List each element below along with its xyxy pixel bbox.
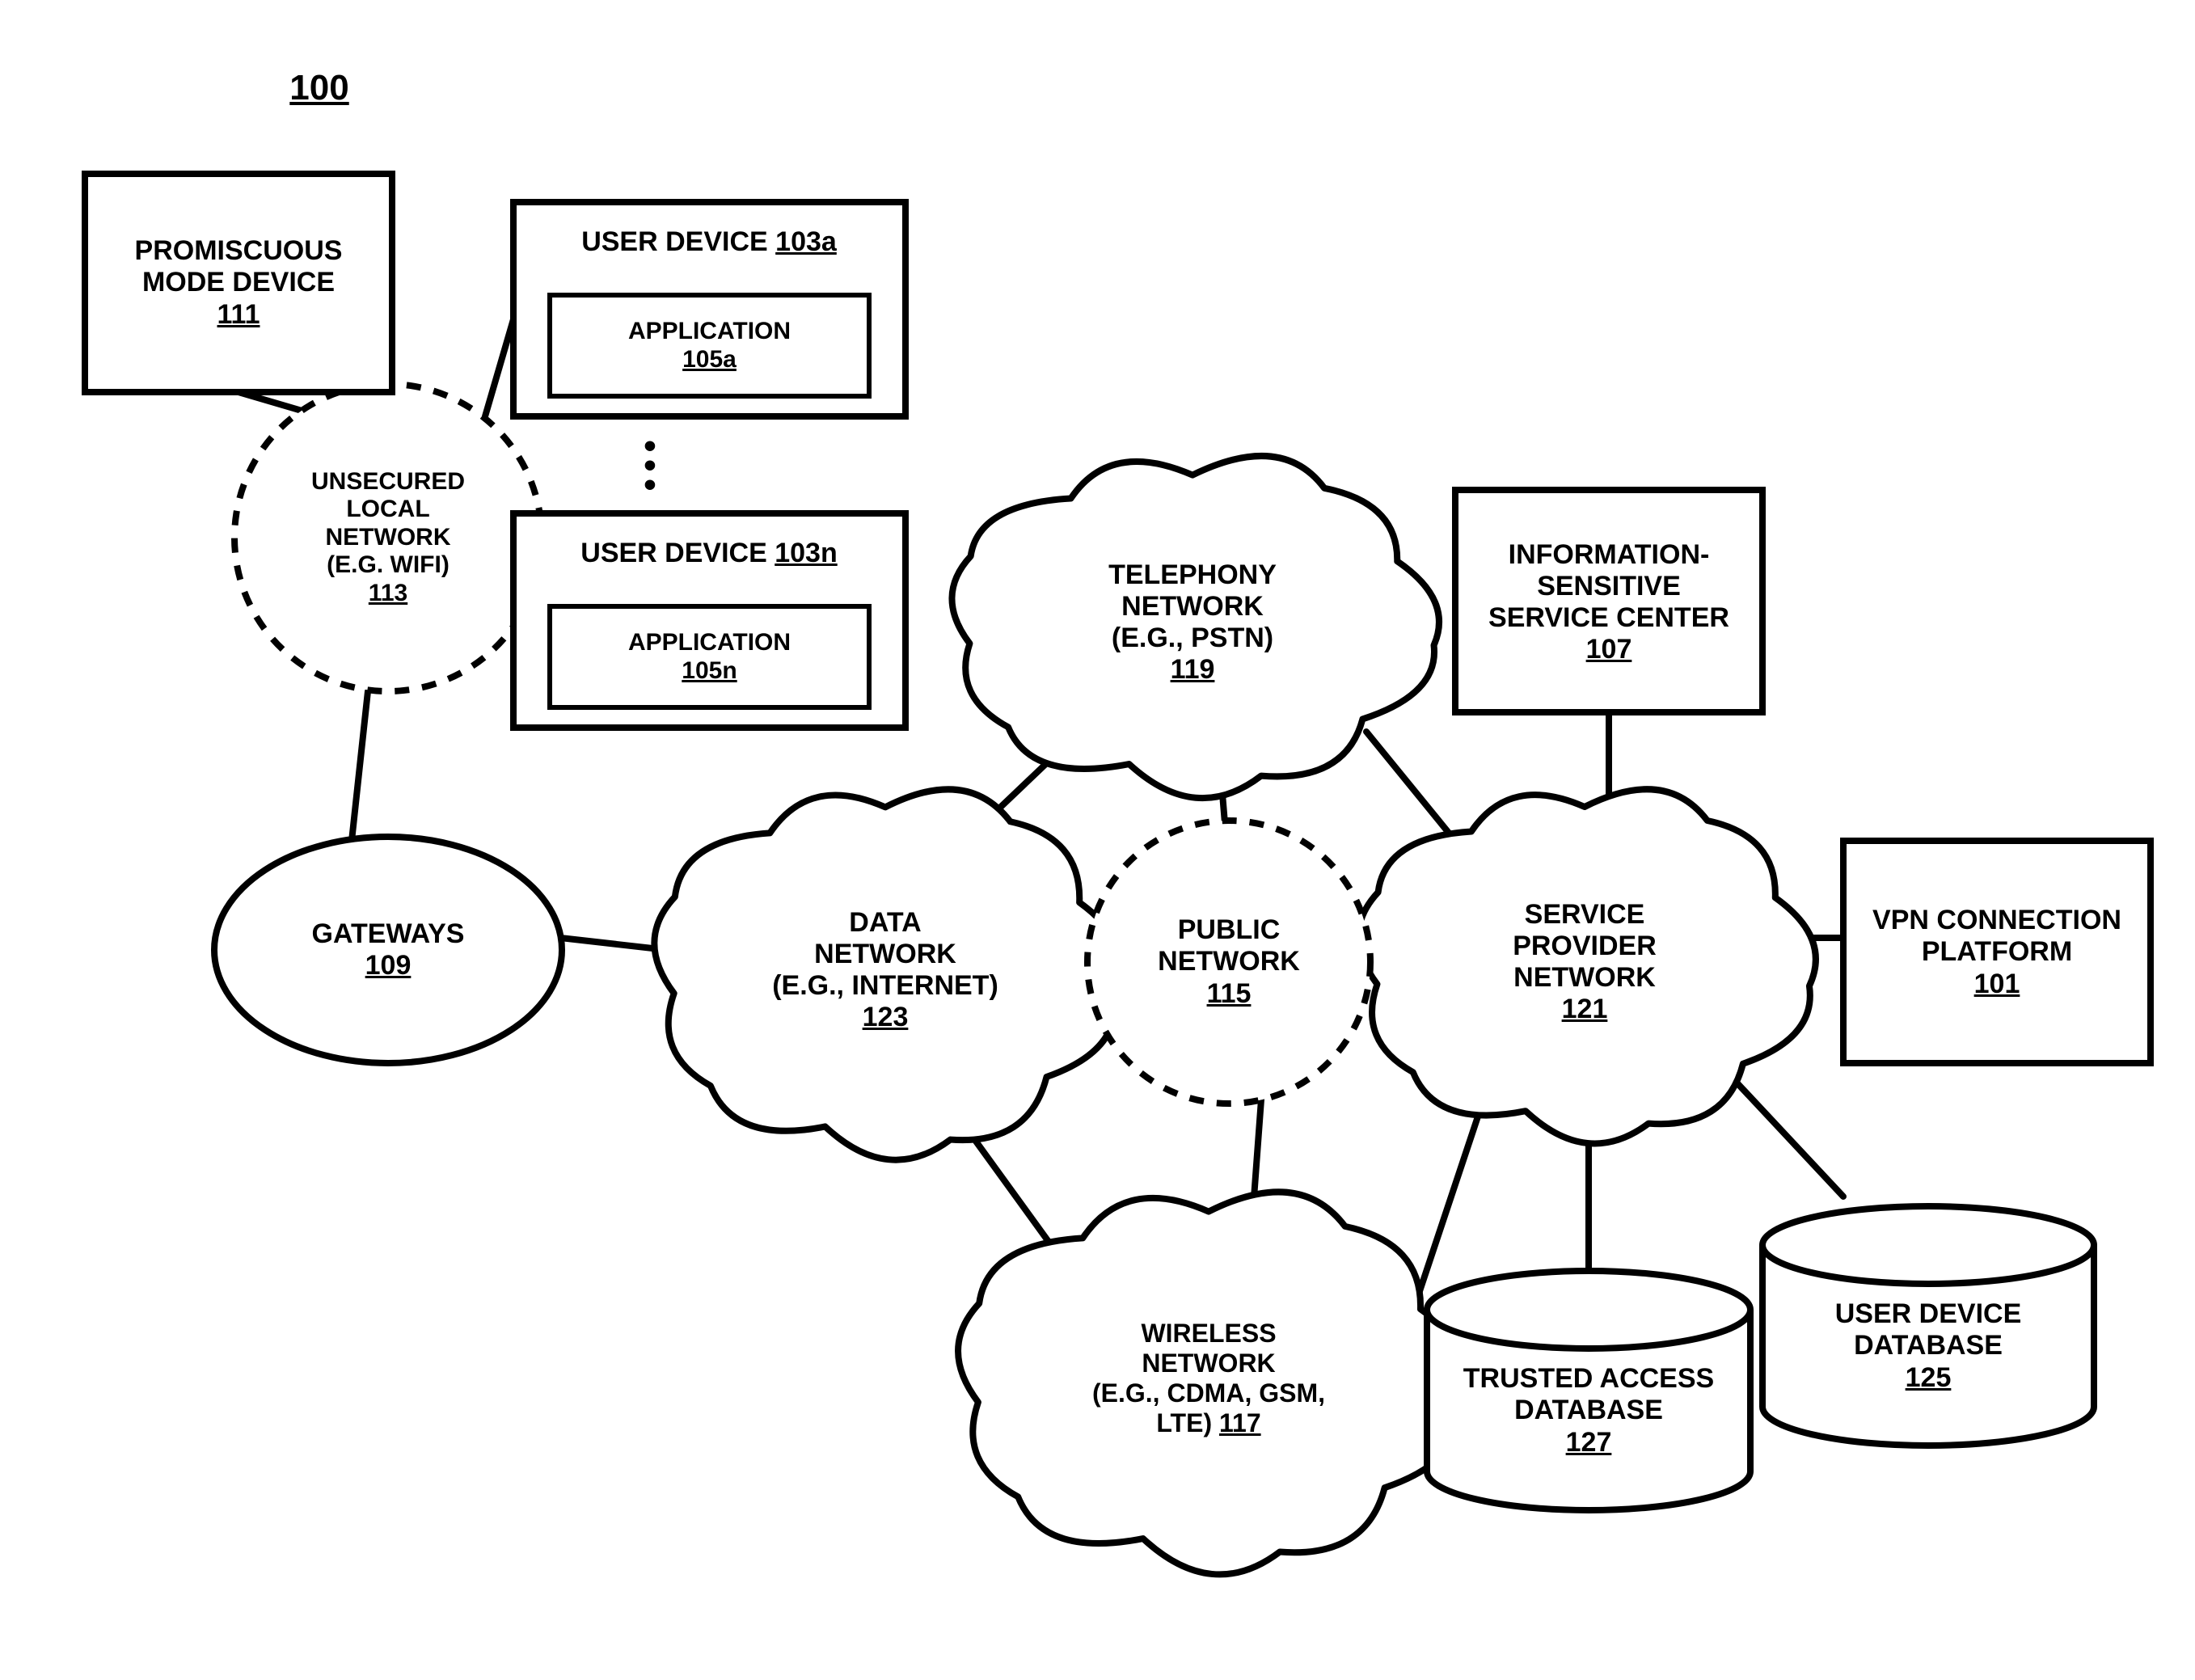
ellipsis-icon: •••: [639, 437, 663, 496]
diagram-svg: [0, 0, 2195, 1680]
